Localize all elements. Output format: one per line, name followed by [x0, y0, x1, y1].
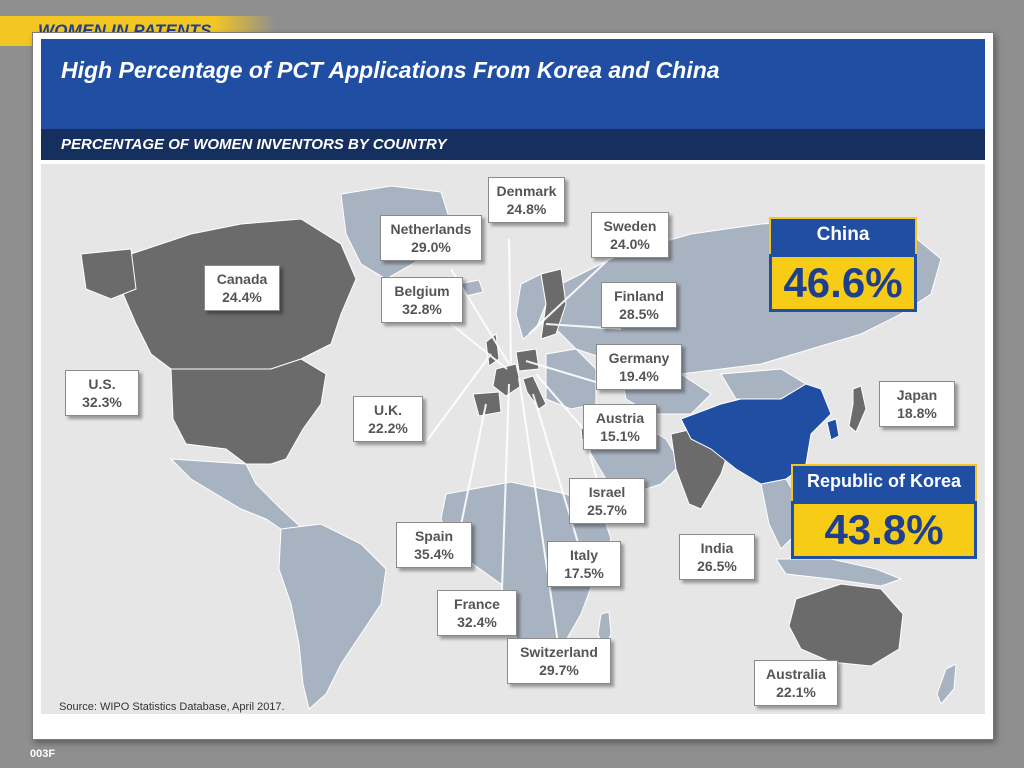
callout-finland: Finland 28.5% [601, 282, 677, 328]
callout-austria-value: 15.1% [600, 428, 640, 444]
callout-finland-value: 28.5% [619, 306, 659, 322]
callout-israel-name: Israel [588, 484, 626, 500]
callout-belgium-name: Belgium [394, 283, 450, 299]
callout-canada: Canada 24.4% [204, 265, 280, 311]
callout-sweden: Sweden 24.0% [591, 212, 669, 258]
callout-india: India 26.5% [679, 534, 755, 580]
callout-australia-name: Australia [766, 666, 826, 682]
page-title: High Percentage of PCT Applications From… [61, 57, 720, 83]
leader-uk [425, 353, 492, 443]
callout-us-name: U.S. [88, 376, 116, 392]
callout-uk: U.K. 22.2% [353, 396, 423, 442]
subtitle-bar: PERCENTAGE OF WOMEN INVENTORS BY COUNTRY [41, 129, 985, 160]
callout-us-value: 32.3% [82, 394, 122, 410]
callout-japan: Japan 18.8% [879, 381, 955, 427]
callout-germany: Germany 19.4% [596, 344, 682, 390]
callout-belgium: Belgium 32.8% [381, 277, 463, 323]
callout-denmark-value: 24.8% [506, 201, 547, 217]
leader-italy [532, 393, 587, 570]
callout-sweden-value: 24.0% [610, 236, 650, 252]
germany-shape [515, 348, 540, 372]
callout-italy-name: Italy [569, 547, 598, 563]
australia-shape [788, 583, 904, 667]
callout-france-name: France [454, 596, 500, 612]
callout-spain: Spain 35.4% [396, 522, 472, 568]
south-america-shape [278, 523, 387, 710]
callout-sweden-name: Sweden [603, 218, 657, 234]
china-shape [680, 383, 832, 485]
callout-japan-name: Japan [896, 387, 938, 403]
callout-finland-name: Finland [614, 288, 664, 304]
spain-shape [472, 391, 502, 417]
leader-switzerland [518, 377, 562, 665]
callout-uk-value: 22.2% [368, 420, 408, 436]
callout-uk-name: U.K. [374, 402, 402, 418]
callout-us: U.S. 32.3% [65, 370, 139, 416]
leader-denmark [508, 238, 512, 365]
callout-india-name: India [700, 540, 734, 556]
world-map: Denmark 24.8% Netherlands 29.0% Sweden 2… [41, 164, 985, 714]
callout-austria-name: Austria [595, 410, 645, 426]
leader-belgium [450, 323, 508, 370]
callout-netherlands-name: Netherlands [390, 221, 472, 237]
alaska-shape [80, 248, 137, 300]
callout-france: France 32.4% [437, 590, 517, 636]
callout-china: China 46.6% [769, 217, 917, 312]
callout-canada-value: 24.4% [222, 289, 262, 305]
mexico-central-america-shape [169, 458, 304, 537]
callout-france-value: 32.4% [457, 614, 497, 630]
scandinavia-norway-shape [515, 273, 547, 340]
callout-netherlands: Netherlands 29.0% [380, 215, 482, 261]
callout-canada-name: Canada [216, 271, 268, 287]
leader-sweden [528, 258, 610, 335]
page-subtitle: PERCENTAGE OF WOMEN INVENTORS BY COUNTRY [61, 136, 447, 153]
callout-korea-value: 43.8% [791, 501, 977, 559]
korea-shape [826, 418, 840, 441]
title-bar: High Percentage of PCT Applications From… [41, 39, 985, 135]
callout-denmark: Denmark 24.8% [488, 177, 565, 223]
source-note: Source: WIPO Statistics Database, April … [59, 701, 285, 713]
indonesia-shape [775, 558, 903, 587]
callout-spain-name: Spain [414, 528, 454, 544]
callout-austria: Austria 15.1% [583, 404, 657, 450]
sweden-finland-shape [540, 268, 567, 340]
callout-switzerland-name: Switzerland [520, 644, 598, 660]
callout-israel-value: 25.7% [587, 502, 627, 518]
callout-korea: Republic of Korea 43.8% [791, 464, 977, 559]
callout-japan-value: 18.8% [897, 405, 937, 421]
callout-switzerland: Switzerland 29.7% [507, 638, 611, 684]
france-shape [492, 363, 522, 397]
leader-france [500, 383, 510, 620]
callout-denmark-name: Denmark [496, 183, 557, 199]
callout-china-name: China [769, 217, 917, 254]
callout-korea-name: Republic of Korea [791, 464, 977, 501]
callout-switzerland-value: 29.7% [539, 662, 579, 678]
callout-israel: Israel 25.7% [569, 478, 645, 524]
callout-australia-value: 22.1% [776, 684, 816, 700]
japan-shape [848, 385, 867, 433]
callout-belgium-value: 32.8% [402, 301, 442, 317]
italy-shape [522, 375, 547, 410]
callout-germany-value: 19.4% [619, 368, 659, 384]
callout-italy-value: 17.5% [564, 565, 604, 581]
callout-italy: Italy 17.5% [547, 541, 621, 587]
callout-spain-value: 35.4% [414, 546, 454, 562]
callout-india-value: 26.5% [697, 558, 737, 574]
callout-australia: Australia 22.1% [754, 660, 838, 706]
callout-germany-name: Germany [608, 350, 670, 366]
callout-netherlands-value: 29.0% [411, 239, 451, 255]
us-shape [170, 358, 327, 465]
callout-china-value: 46.6% [769, 254, 917, 312]
new-zealand-shape [936, 663, 957, 705]
leader-finland [545, 323, 622, 330]
slide: High Percentage of PCT Applications From… [32, 32, 994, 740]
slide-code: 003F [30, 748, 56, 760]
